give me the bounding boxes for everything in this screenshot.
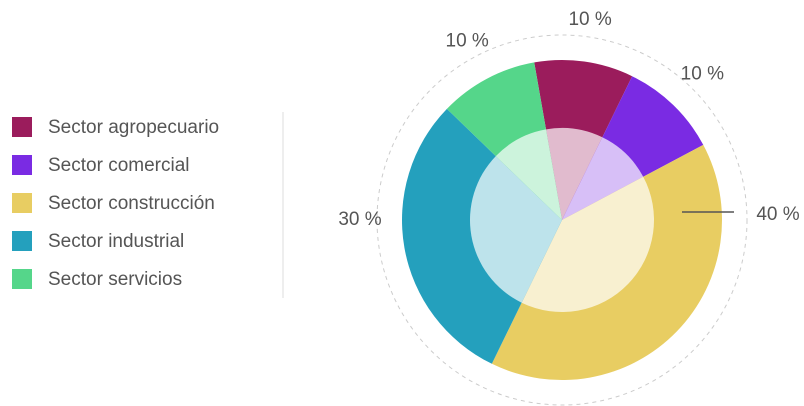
legend-label: Sector construcción — [48, 193, 215, 214]
inner-overlay — [562, 137, 644, 220]
data-label: 10 % — [568, 9, 611, 30]
data-label: 10 % — [446, 31, 489, 52]
legend-swatch — [12, 231, 32, 251]
legend-swatch — [12, 193, 32, 213]
legend-label: Sector comercial — [48, 155, 190, 176]
legend-label: Sector servicios — [48, 269, 182, 290]
legend-label: Sector industrial — [48, 231, 184, 252]
data-label: 30 % — [338, 209, 381, 230]
legend-swatch — [12, 117, 32, 137]
legend-swatch — [12, 269, 32, 289]
inner-overlay — [470, 156, 562, 303]
outer-ring — [376, 34, 748, 406]
inner-overlay — [521, 176, 654, 312]
legend-label: Sector agropecuario — [48, 117, 219, 138]
data-label: 40 % — [756, 204, 799, 225]
inner-overlay — [495, 129, 562, 220]
inner-overlay — [546, 128, 603, 220]
legend-swatch — [12, 155, 32, 175]
data-label: 10 % — [681, 64, 724, 85]
